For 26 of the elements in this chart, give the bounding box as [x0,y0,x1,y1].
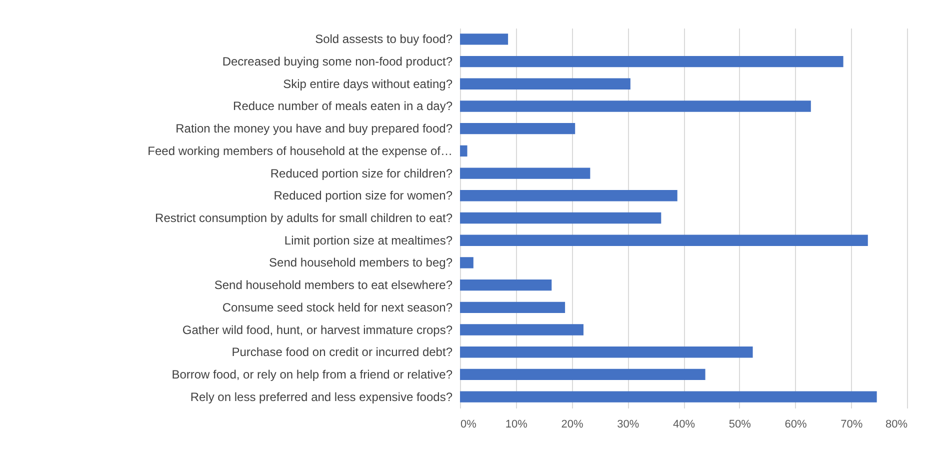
y-tick-label: Sold assests to buy food? [315,32,453,46]
x-tick-label: 50% [728,418,752,430]
y-tick-label: Purchase food on credit or incurred debt? [232,345,453,360]
y-tick-label: Feed working members of household at the expense of… [148,144,452,158]
y-tick-label: Ration the money you have and buy prepared food? [176,122,453,136]
y-tick-label: Borrow food, or rely on help from a friend or relative? [172,367,453,382]
y-tick-label: Send household members to beg? [269,256,453,270]
y-tick-label: Reduced portion size for children? [270,166,453,180]
y-tick-label: Reduced portion size for women? [274,188,453,203]
y-tick-label: Rely on less preferred and less expensive foods? [190,390,453,404]
y-tick-label: Skip entire days without eating? [283,76,453,91]
x-tick-label: 30% [617,418,640,430]
x-tick-label: 40% [672,418,696,430]
x-tick-label: 20% [561,418,584,430]
x-tick-label: 10% [505,418,528,430]
x-tick-label: 80% [885,418,908,430]
y-tick-label: Limit portion size at mealtimes? [284,233,453,248]
y-tick-label: Consume seed stock held for next season? [222,300,453,314]
y-tick-label: Reduce number of meals eaten in a day? [233,99,453,114]
x-tick-label: 60% [784,418,807,430]
y-tick-label: Decreased buying some non-food product? [222,54,453,69]
x-tick-label: 70% [840,418,863,430]
y-tick-label: Gather wild food, hunt, or harvest immature crops? [182,322,453,337]
y-tick-label: Restrict consumption by adults for small children to eat? [155,211,453,225]
x-tick-label: 0% [460,418,477,430]
y-tick-label: Send household members to eat elsewhere? [214,278,453,292]
